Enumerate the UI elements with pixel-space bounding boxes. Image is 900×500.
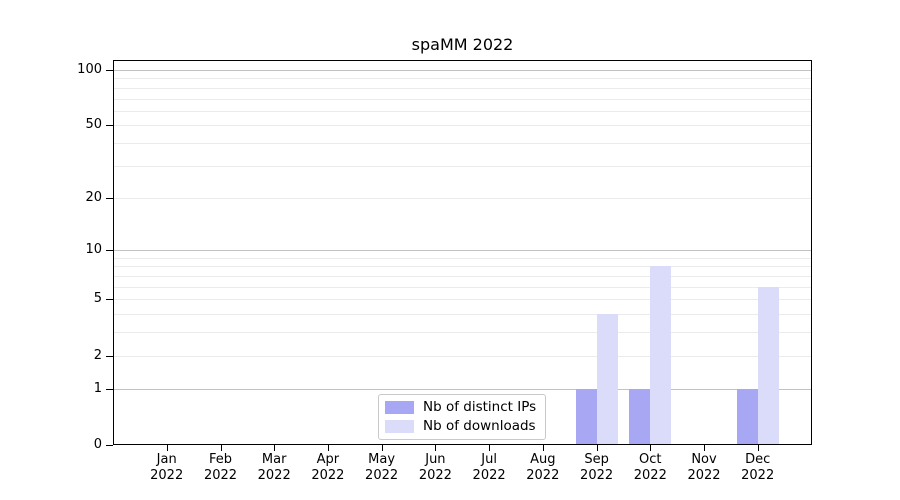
x-tick-mark [596, 445, 598, 451]
x-tick-label: Dec 2022 [741, 452, 775, 483]
x-tick-label: Sep 2022 [580, 452, 614, 483]
gridline [114, 299, 811, 301]
gridline [114, 355, 811, 357]
x-tick-label: Aug 2022 [526, 452, 560, 483]
x-tick-label: Nov 2022 [687, 452, 721, 483]
bar-downloads [757, 286, 779, 445]
gridline [114, 314, 811, 316]
y-tick-mark [106, 250, 113, 252]
y-tick-mark [106, 197, 113, 199]
x-tick-label: May 2022 [365, 452, 399, 483]
x-tick-mark [704, 445, 705, 451]
x-tick-mark [650, 445, 652, 451]
y-tick-label: 0 [93, 437, 102, 452]
y-tick-label: 1 [93, 380, 102, 396]
y-tick-mark [106, 69, 113, 71]
bar-distinct-ips [575, 388, 597, 445]
y-tick-label: 10 [85, 242, 102, 258]
gridline [114, 69, 811, 71]
x-tick-label: Apr 2022 [311, 452, 345, 483]
gridline [114, 87, 811, 89]
x-tick-mark [542, 445, 544, 451]
x-tick-label: Jun 2022 [418, 452, 452, 483]
y-tick-label: 100 [77, 61, 102, 77]
bar-downloads [596, 314, 618, 445]
gridline [114, 197, 811, 199]
gridline [114, 332, 811, 334]
x-tick-mark [166, 445, 168, 451]
gridline [114, 388, 811, 390]
y-tick-mark [106, 299, 113, 301]
y-tick-mark [106, 445, 113, 446]
gridline [114, 250, 811, 252]
x-tick-mark [435, 445, 437, 451]
gridline [114, 98, 811, 100]
gridline [114, 78, 811, 80]
legend-swatch-distinct-ips [385, 401, 414, 414]
gridline [114, 125, 811, 127]
y-tick-label: 2 [93, 347, 102, 363]
bar-distinct-ips [629, 388, 651, 445]
legend-swatch-downloads [385, 420, 414, 433]
x-tick-mark [381, 445, 383, 451]
chart-title: spaMM 2022 [411, 35, 514, 54]
x-tick-mark [327, 445, 329, 451]
y-tick-mark [106, 125, 113, 127]
gridline [114, 266, 811, 268]
x-tick-label: Feb 2022 [203, 452, 238, 483]
legend: Nb of distinct IPs Nb of downloads [378, 394, 547, 440]
x-tick-label: Mar 2022 [257, 452, 291, 483]
gridline [114, 257, 811, 259]
legend-item: Nb of distinct IPs [385, 400, 536, 415]
x-tick-label: Jul 2022 [472, 452, 506, 483]
legend-label: Nb of distinct IPs [423, 399, 537, 415]
gridline [114, 276, 811, 277]
y-tick-label: 50 [85, 117, 102, 133]
bar-distinct-ips [736, 388, 758, 445]
y-tick-label: 5 [93, 291, 102, 307]
legend-item: Nb of downloads [385, 419, 536, 434]
x-tick-mark [220, 445, 222, 451]
x-tick-mark [489, 445, 491, 451]
y-tick-mark [106, 355, 113, 357]
x-tick-mark [757, 445, 759, 451]
bar-downloads [650, 266, 672, 445]
gridline [114, 143, 811, 145]
x-tick-label: Jan 2022 [150, 452, 184, 483]
gridline [114, 110, 811, 112]
gridline [114, 165, 811, 167]
x-tick-label: Oct 2022 [633, 452, 667, 483]
legend-label: Nb of downloads [423, 418, 536, 434]
y-tick-label: 20 [85, 189, 102, 205]
x-tick-mark [274, 445, 276, 451]
y-tick-mark [106, 388, 113, 390]
gridline [114, 286, 811, 288]
